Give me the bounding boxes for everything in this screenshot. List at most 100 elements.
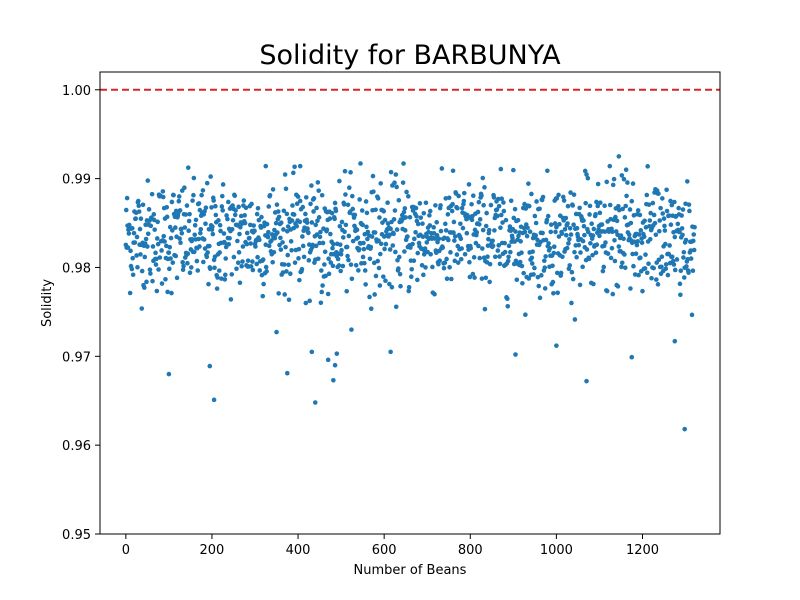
data-point [170, 228, 175, 233]
data-point [545, 213, 551, 219]
data-point [324, 227, 330, 232]
data-point [666, 213, 672, 218]
data-point [624, 193, 629, 199]
data-point [340, 263, 346, 269]
data-point [409, 266, 415, 272]
data-point [254, 261, 260, 267]
x-tick-label: 800 [458, 543, 483, 558]
data-point-outlier [297, 163, 303, 169]
data-point [392, 180, 397, 186]
data-point-outlier [334, 351, 340, 356]
data-point [387, 281, 392, 287]
data-point [266, 204, 272, 209]
data-point [336, 263, 342, 268]
data-point [333, 208, 339, 214]
data-point [154, 288, 160, 294]
data-point [529, 191, 534, 197]
data-point [637, 212, 643, 218]
data-point [352, 212, 358, 218]
axes: 0 200 400 600 800 1000 1200 0.95 0.96 0.97 0.98 0.9… [62, 71, 721, 558]
data-point [363, 199, 369, 204]
data-point [192, 222, 198, 228]
data-point [668, 222, 674, 228]
data-point [260, 293, 266, 299]
data-point [177, 208, 183, 213]
data-point [526, 203, 532, 209]
data-point [201, 237, 207, 242]
data-point [339, 219, 345, 225]
data-point [460, 225, 466, 231]
data-point [292, 260, 298, 265]
data-point [397, 271, 403, 277]
data-point [578, 250, 583, 255]
data-point [278, 235, 283, 241]
data-point [663, 262, 669, 267]
data-point [566, 241, 571, 246]
data-point [641, 234, 647, 239]
data-point [275, 230, 280, 235]
data-point [454, 252, 460, 257]
data-point [580, 238, 586, 244]
data-point [235, 260, 241, 266]
data-point [443, 196, 449, 201]
data-point [402, 228, 408, 233]
data-point [375, 258, 381, 264]
data-point [439, 166, 445, 171]
data-point [488, 202, 494, 208]
data-point [318, 300, 324, 306]
data-point [152, 227, 157, 232]
data-point [616, 244, 622, 249]
data-point [557, 221, 562, 227]
data-point [319, 268, 324, 273]
data-point [303, 211, 308, 217]
data-point [153, 262, 159, 267]
data-point [263, 264, 269, 270]
data-point [219, 204, 225, 209]
data-point [554, 196, 560, 201]
data-point [444, 276, 450, 282]
data-point [459, 205, 465, 211]
data-point [364, 210, 370, 216]
data-point [126, 222, 132, 228]
data-point [203, 221, 208, 227]
data-point [647, 218, 653, 223]
data-point [470, 193, 476, 198]
data-point [449, 276, 454, 282]
data-point [155, 219, 160, 225]
data-point [311, 209, 316, 214]
data-point [307, 298, 312, 304]
data-point [677, 229, 682, 235]
data-point [565, 203, 571, 209]
data-point [248, 264, 254, 269]
data-point [671, 262, 677, 267]
data-point [476, 199, 482, 205]
data-point [657, 218, 663, 223]
data-point [467, 274, 473, 280]
data-point [360, 222, 365, 228]
data-point [208, 174, 213, 179]
data-point [377, 215, 382, 220]
data-point [653, 232, 659, 238]
data-point [328, 260, 334, 265]
data-point [420, 221, 425, 226]
data-point [412, 236, 417, 242]
data-point [244, 230, 250, 236]
data-point [137, 226, 143, 232]
data-point [207, 243, 212, 249]
data-point [684, 264, 689, 269]
data-point [378, 181, 384, 186]
plot-area [100, 88, 720, 432]
data-point [338, 268, 343, 274]
data-point [529, 261, 535, 266]
data-point [505, 296, 510, 302]
data-point [683, 237, 689, 243]
data-point [390, 243, 396, 248]
data-point [367, 256, 373, 262]
data-point [607, 202, 613, 208]
data-point [186, 218, 192, 224]
data-point [633, 251, 639, 256]
data-point [691, 247, 697, 253]
data-point-outlier [325, 357, 331, 363]
data-point [345, 253, 350, 259]
data-point [233, 208, 238, 213]
